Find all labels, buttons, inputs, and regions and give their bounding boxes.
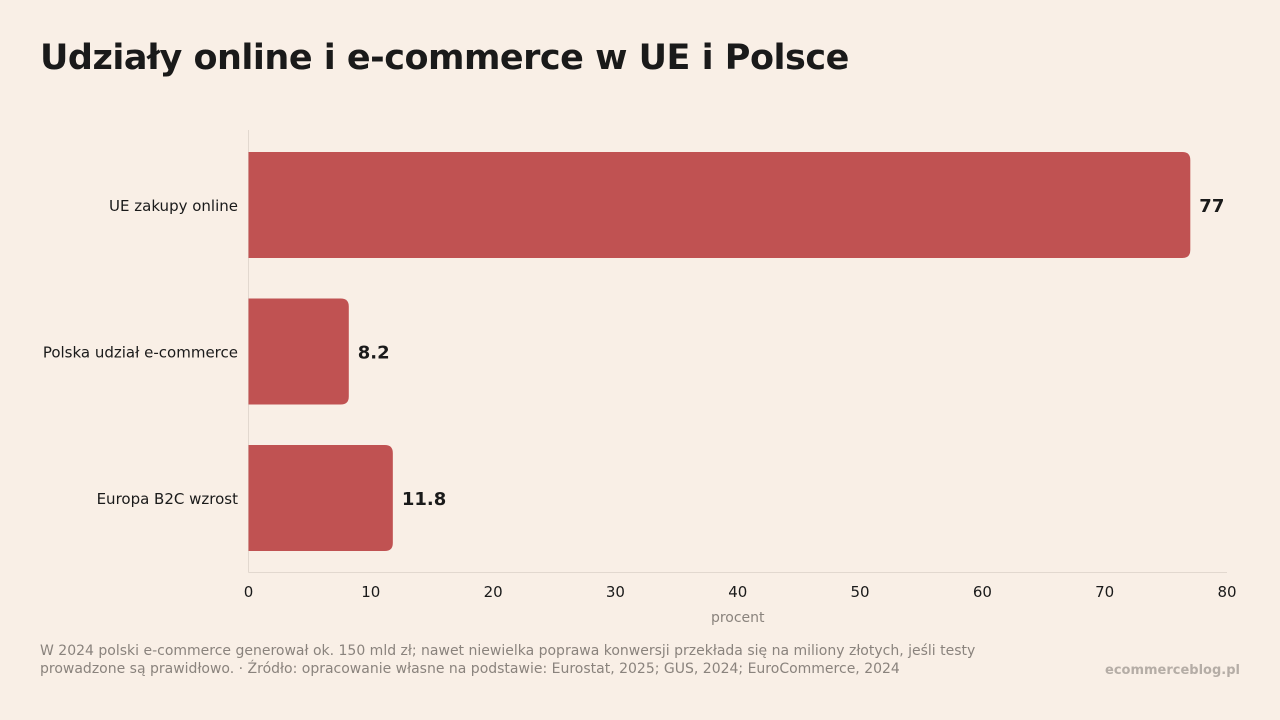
category-label-3: Europa B2C wzrost <box>97 490 239 508</box>
bar-1 <box>248 152 1191 258</box>
category-label-2: Polska udział e-commerce <box>43 344 238 362</box>
x-tick-label-30: 30 <box>606 583 625 601</box>
category-label-1: UE zakupy online <box>109 197 238 215</box>
x-tick-label-70: 70 <box>1095 583 1114 601</box>
x-tick-label-10: 10 <box>361 583 380 601</box>
x-tick-label-0: 0 <box>244 583 254 601</box>
bar-3 <box>248 445 393 551</box>
value-label-1: 77 <box>1199 196 1224 217</box>
value-label-3: 11.8 <box>402 489 446 510</box>
bar-chart: UE zakupy online 77 Polska udział e-commer… <box>43 130 1237 626</box>
source-note: W 2024 polski e-commerce generował ok. 1… <box>40 643 976 677</box>
x-tick-label-20: 20 <box>484 583 503 601</box>
value-label-2: 8.2 <box>358 343 390 364</box>
x-tick-label-40: 40 <box>728 583 747 601</box>
brand-label: ecommerceblog.pl <box>1105 663 1240 678</box>
chart-title: Udziały online i e-commerce w UE i Polsc… <box>40 38 849 78</box>
x-tick-label-80: 80 <box>1217 583 1236 601</box>
x-tick-label-50: 50 <box>851 583 870 601</box>
x-tick-label-60: 60 <box>973 583 992 601</box>
x-axis-label: procent <box>711 610 765 626</box>
bar-2 <box>248 298 349 405</box>
